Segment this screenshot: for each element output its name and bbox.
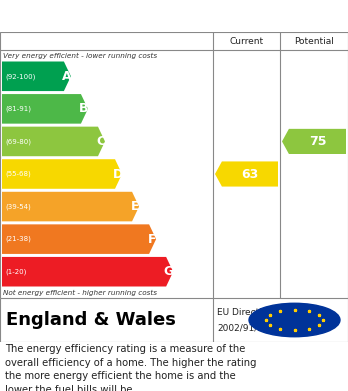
Polygon shape [2,257,173,287]
Text: The energy efficiency rating is a measure of the
overall efficiency of a home. T: The energy efficiency rating is a measur… [5,344,256,391]
Text: B: B [79,102,88,115]
Ellipse shape [249,303,340,337]
Text: Current: Current [229,36,263,45]
Text: (21-38): (21-38) [5,236,31,242]
Text: Energy Efficiency Rating: Energy Efficiency Rating [9,9,230,23]
Polygon shape [2,192,139,221]
Polygon shape [2,224,156,254]
Polygon shape [2,159,122,189]
Text: (92-100): (92-100) [5,73,35,79]
Polygon shape [2,127,105,156]
Text: E: E [130,200,139,213]
Polygon shape [2,94,88,124]
Polygon shape [2,61,71,91]
Text: 63: 63 [241,167,259,181]
Text: D: D [113,167,123,181]
Polygon shape [215,161,278,187]
Text: C: C [96,135,105,148]
Polygon shape [282,129,346,154]
Text: G: G [164,265,174,278]
Text: Potential: Potential [294,36,334,45]
Text: 75: 75 [309,135,326,148]
Text: (55-68): (55-68) [5,171,31,177]
Text: (69-80): (69-80) [5,138,31,145]
Text: England & Wales: England & Wales [6,311,176,329]
Text: (81-91): (81-91) [5,106,31,112]
Text: (39-54): (39-54) [5,203,31,210]
Text: 2002/91/EC: 2002/91/EC [217,323,269,332]
Text: EU Directive: EU Directive [217,308,273,317]
Text: F: F [148,233,156,246]
Text: Very energy efficient - lower running costs: Very energy efficient - lower running co… [3,53,157,59]
Text: A: A [62,70,71,83]
Text: (1-20): (1-20) [5,269,26,275]
Text: Not energy efficient - higher running costs: Not energy efficient - higher running co… [3,290,157,296]
